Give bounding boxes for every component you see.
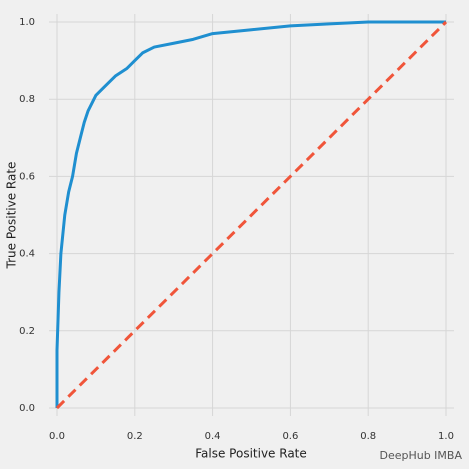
- y-tick-label: 0.2: [19, 326, 35, 337]
- x-tick-label: 1.0: [438, 431, 454, 442]
- x-tick-label: 0.2: [127, 431, 143, 442]
- y-axis-label: True Positive Rate: [5, 162, 19, 270]
- x-tick-label: 0.6: [282, 431, 298, 442]
- y-tick-label: 0.8: [19, 94, 35, 105]
- line-series: [55, 20, 448, 410]
- watermark: DeepHub IMBA: [379, 449, 462, 462]
- y-tick-label: 0.4: [19, 249, 35, 260]
- line-series: [55, 20, 446, 408]
- x-tick-label: 0.8: [360, 431, 376, 442]
- y-tick-label: 0.6: [19, 171, 35, 182]
- y-tick-label: 1.0: [19, 17, 35, 28]
- x-tick-label: 0.4: [205, 431, 221, 442]
- x-axis-label: False Positive Rate: [195, 447, 307, 461]
- y-tick-label: 0.0: [19, 403, 35, 414]
- x-tick-label: 0.0: [49, 431, 65, 442]
